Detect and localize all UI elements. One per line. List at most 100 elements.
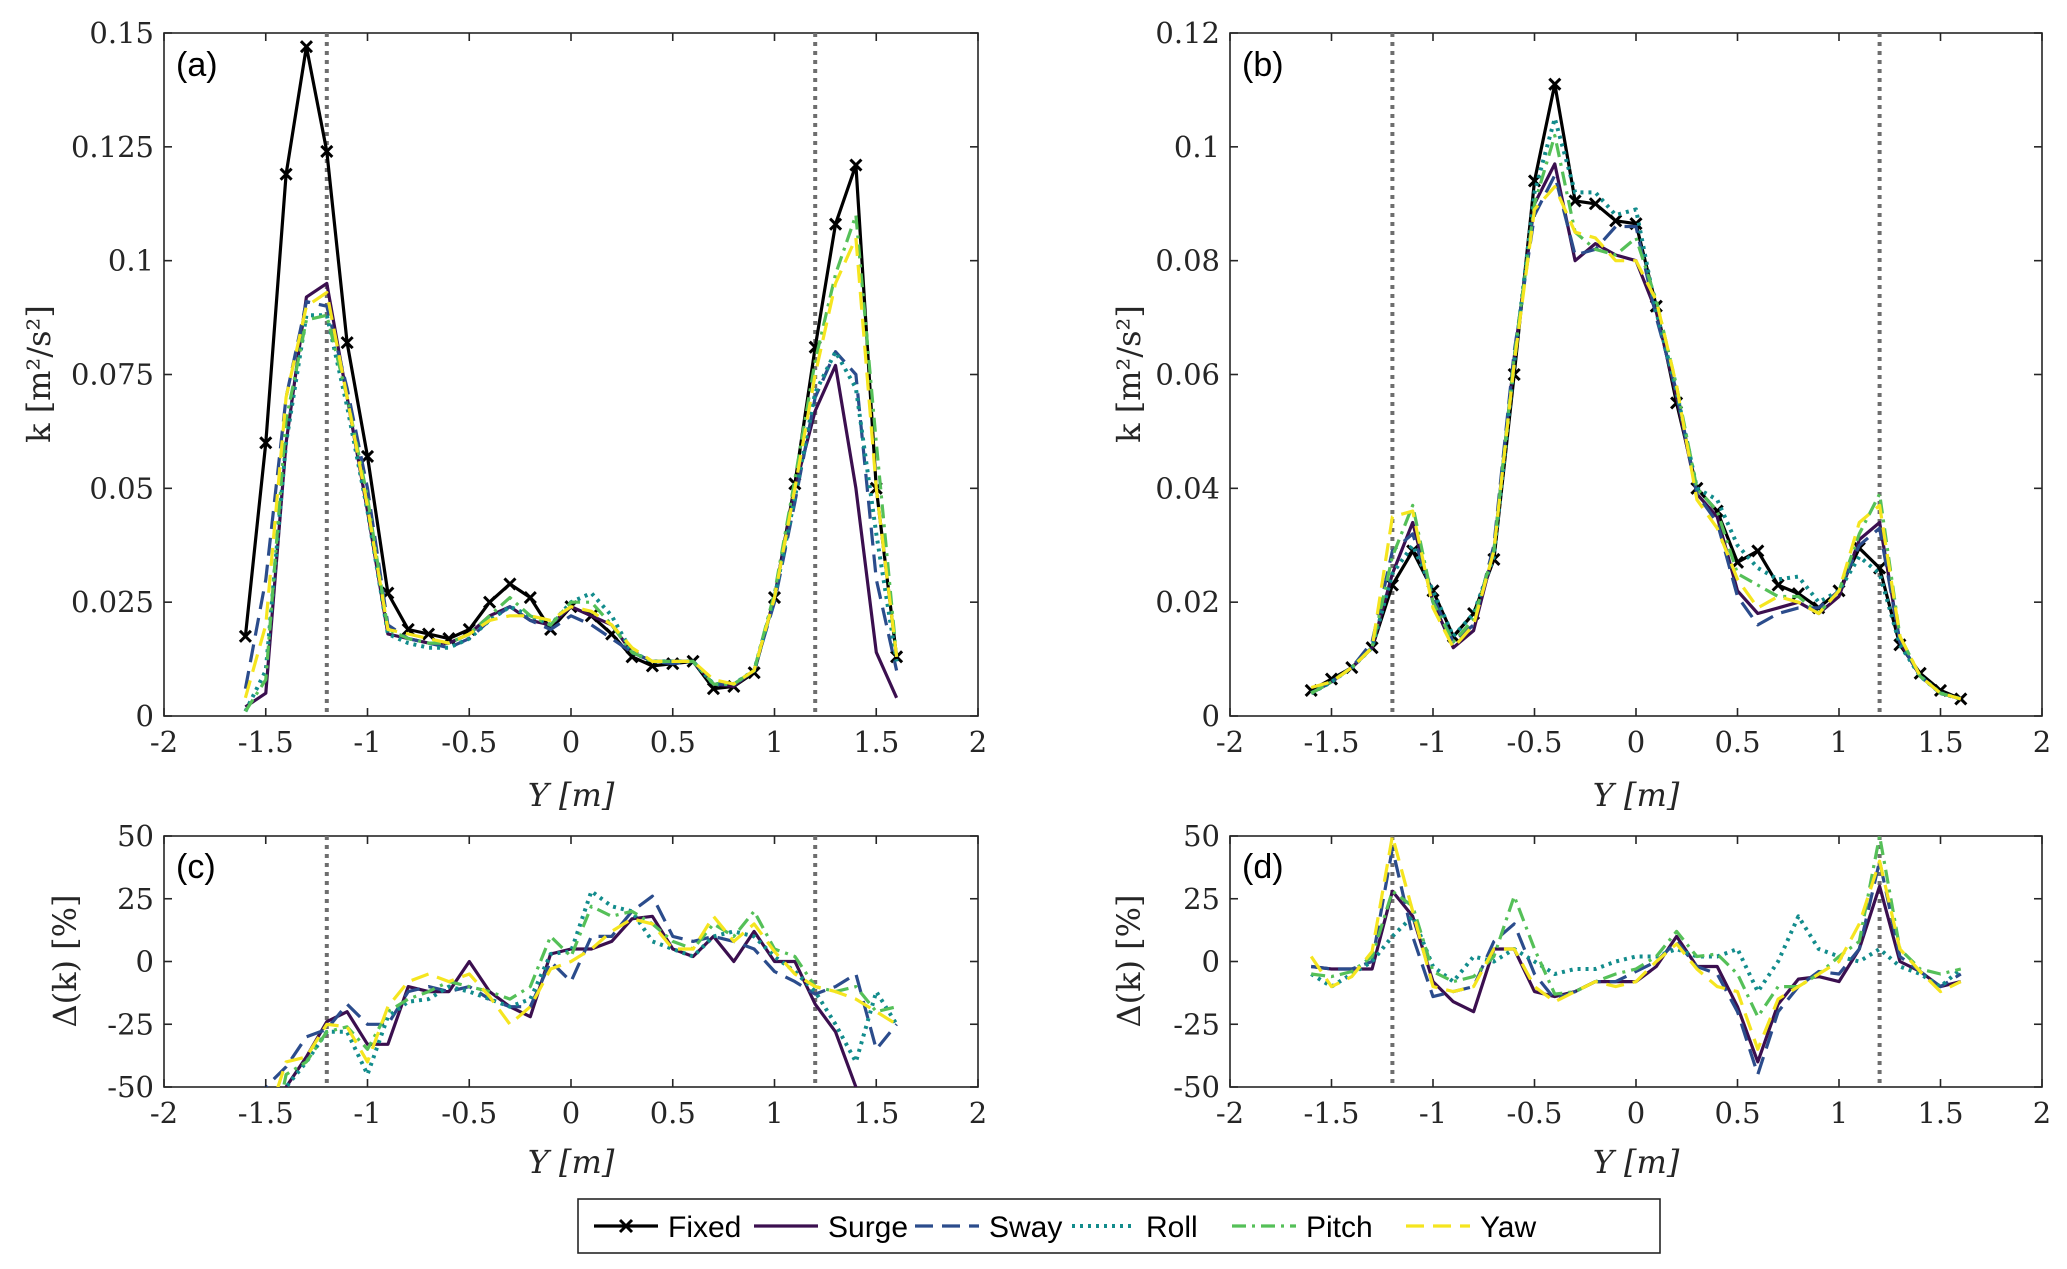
series-line-yaw [1310, 185, 1962, 701]
y-axis-label-c: Δ(k) [%] [46, 894, 84, 1027]
legend: Fixed Surge Sway Roll Pitch Yaw [577, 1198, 1661, 1254]
series-c [263, 889, 899, 1087]
series-line-sway [1311, 846, 1962, 1077]
fixed-marker [1588, 197, 1602, 211]
series-d [1309, 836, 1963, 1077]
fixed-marker [320, 144, 334, 158]
x-tick-label: 1.5 [1917, 1096, 1963, 1130]
y-axis-label-b: k [m²/s²] [1110, 305, 1148, 443]
fixed-marker [483, 595, 497, 609]
plot-area-d [1229, 835, 2043, 1088]
x-tick-label: 2 [2033, 1096, 2051, 1130]
x-tick-label: -1 [1419, 1096, 1447, 1130]
y-tick-label: -25 [107, 1007, 154, 1041]
y-tick-label: -25 [1173, 1007, 1220, 1041]
fixed-marker [421, 627, 436, 641]
x-tick-label: 1.5 [853, 1096, 899, 1130]
panel-a: -2 -1.5 -1 -0.5 0 0.5 1 1.5 2 0 0.025 0.05 0.075 0.1 0… [20, 16, 987, 814]
fixed-marker [1751, 544, 1765, 558]
x-tick-label: 1.5 [853, 725, 899, 759]
fixed-marker [890, 650, 904, 664]
fixed-marker [401, 622, 415, 637]
y-tick-label: 0.1 [1174, 130, 1220, 164]
series-b [1304, 77, 1968, 706]
fixed-marker [523, 591, 537, 605]
fixed-marker [299, 40, 314, 54]
plot-area-b [1229, 32, 2043, 717]
y-axis-label-d: Δ(k) [%] [1110, 894, 1148, 1027]
panel-label-c: (c) [176, 848, 216, 886]
x-tick-label: -1 [353, 725, 381, 759]
x-axis-label-a: Y [m] [528, 776, 615, 814]
x-axis-label-c: Y [m] [528, 1143, 615, 1181]
y-tick-label: 0 [1202, 699, 1220, 733]
panel-d: -2 -1.5 -1 -0.5 0 0.5 1 1.5 2 -50 -25 0 25 50 (d) Y [… [1110, 819, 2051, 1181]
legend-label: Pitch [1306, 1211, 1373, 1244]
series-line-yaw [1309, 836, 1962, 1051]
x-axis-label-d: Y [m] [1593, 1143, 1680, 1181]
x-tick-label: 1 [1830, 1096, 1848, 1130]
series-line-roll [1310, 116, 1962, 701]
legend-marker [618, 1218, 634, 1234]
legend-label: Sway [989, 1211, 1062, 1244]
y-tick-label: -50 [1173, 1070, 1220, 1104]
ticks-d: -2 -1.5 -1 -0.5 0 0.5 1 1.5 2 -50 -25 0 25 50 [1173, 819, 2051, 1130]
x-tick-label: -1.5 [238, 725, 294, 759]
x-tick-label: 2 [969, 725, 987, 759]
y-tick-label: -50 [107, 1070, 154, 1104]
ticks-a: -2 -1.5 -1 -0.5 0 0.5 1 1.5 2 0 0.025 0.05 0.075 0.1 0… [71, 16, 987, 759]
series-line-sway [1310, 173, 1962, 701]
fixed-marker [1548, 77, 1562, 91]
legend-entry-sway: Sway [915, 1211, 1062, 1244]
x-tick-label: 1 [765, 1096, 783, 1130]
x-axis-label-b: Y [m] [1593, 776, 1680, 814]
fixed-marker [1771, 578, 1785, 592]
x-tick-label: 0 [1627, 725, 1645, 759]
x-tick-label: 0 [1627, 1096, 1645, 1130]
y-tick-label: 0.12 [1155, 16, 1220, 50]
x-tick-label: 2 [969, 1096, 987, 1130]
y-tick-label: 50 [1183, 819, 1220, 853]
fixed-marker [279, 167, 293, 181]
fixed-marker [849, 158, 863, 172]
legend-entry-fixed: Fixed [594, 1211, 741, 1244]
series-line-sway [243, 300, 899, 689]
y-axis-label-a: k [m²/s²] [20, 305, 58, 443]
x-tick-label: -0.5 [441, 725, 497, 759]
x-tick-label: -2 [150, 1096, 178, 1130]
legend-entry-surge: Surge [754, 1211, 908, 1244]
x-tick-label: -2 [150, 725, 178, 759]
y-tick-label: 0 [1202, 945, 1220, 979]
fixed-marker [1954, 692, 1968, 706]
x-tick-label: -1.5 [1304, 725, 1360, 759]
y-tick-label: 50 [117, 819, 154, 853]
fixed-marker [503, 577, 517, 591]
x-tick-label: 0.5 [650, 1096, 696, 1130]
legend-entries: Fixed Surge Sway Roll Pitch Yaw [594, 1211, 1536, 1244]
legend-label: Yaw [1480, 1211, 1536, 1244]
y-tick-label: 25 [117, 882, 154, 916]
x-tick-label: 0.5 [1714, 1096, 1760, 1130]
x-tick-label: 1 [765, 725, 783, 759]
ticks-c: -2 -1.5 -1 -0.5 0 0.5 1 1.5 2 -50 -25 0 25 50 [107, 819, 987, 1130]
series-line-sway [263, 894, 898, 1087]
y-tick-label: 0.15 [89, 16, 154, 50]
fixed-marker [1568, 194, 1582, 208]
x-tick-label: -1 [1419, 725, 1447, 759]
ticks-b: -2 -1.5 -1 -0.5 0 0.5 1 1.5 2 0 0.02 0.04 0.06 0.08 0.… [1155, 16, 2051, 759]
y-tick-label: 0.125 [71, 130, 154, 164]
y-tick-label: 0.1 [108, 244, 154, 278]
y-tick-label: 0.075 [71, 358, 154, 392]
x-tick-label: -1.5 [238, 1096, 294, 1130]
x-tick-label: -0.5 [1507, 1096, 1563, 1130]
legend-entry-roll: Roll [1072, 1211, 1198, 1244]
fixed-marker [238, 629, 252, 643]
y-tick-label: 0 [136, 945, 154, 979]
legend-entry-pitch: Pitch [1232, 1211, 1373, 1244]
fixed-marker [340, 336, 354, 350]
guides-d [1390, 836, 1882, 1087]
series-line-yaw [243, 236, 899, 699]
panel-label-b: (b) [1242, 46, 1284, 84]
series-line-yaw [276, 914, 898, 1087]
